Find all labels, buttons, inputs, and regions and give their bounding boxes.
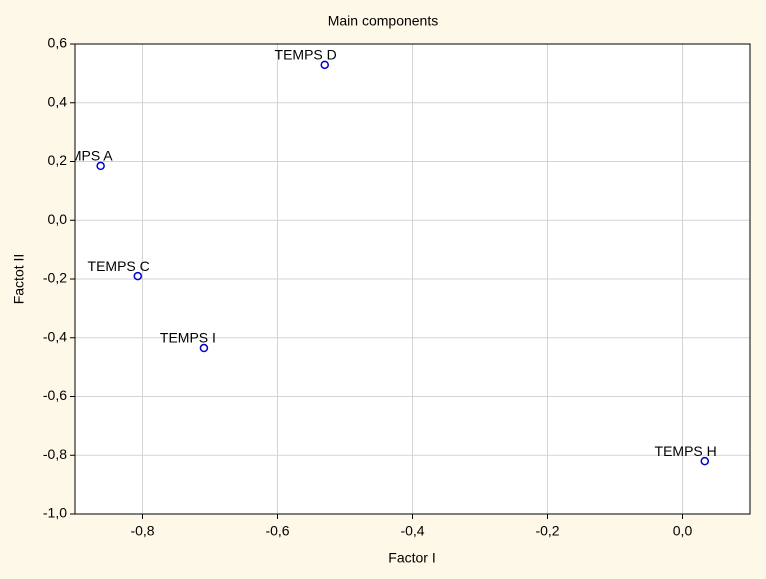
y-tick-label: -1,0 xyxy=(43,505,67,521)
point-label: TEMPS H xyxy=(655,443,717,459)
x-tick-label: -0,4 xyxy=(400,523,424,539)
x-tick-label: -0,6 xyxy=(265,523,289,539)
x-tick-label: -0,2 xyxy=(535,523,559,539)
y-tick-label: -0,8 xyxy=(43,446,67,462)
point xyxy=(320,60,329,70)
y-tick-label: 0,0 xyxy=(48,211,68,227)
grid xyxy=(75,43,750,515)
points: TEMPS A TEMPS D TEMPS C TEMPS I TEMPS H xyxy=(52,47,717,466)
point-label: TEMPS A xyxy=(52,148,113,164)
chart-title: Main components xyxy=(328,13,439,29)
y-tick-label: 0,2 xyxy=(48,152,68,168)
point xyxy=(199,343,209,353)
point xyxy=(96,161,105,171)
x-axis-label: Factor I xyxy=(388,550,435,566)
x-tick-label: 0,0 xyxy=(673,523,693,539)
y-tick-label: 0,6 xyxy=(48,35,68,51)
y-tick-label: -0,4 xyxy=(43,328,67,344)
y-axis-label: Factot II xyxy=(11,254,27,305)
point xyxy=(700,456,710,466)
point-label: TEMPS I xyxy=(160,330,216,346)
point xyxy=(133,271,143,281)
x-tick-label: -0,8 xyxy=(130,523,154,539)
y-tick-label: -0,6 xyxy=(43,387,67,403)
point-label: TEMPS C xyxy=(88,258,150,274)
y-tick-label: 0,4 xyxy=(48,93,68,109)
y-tick-label: -0,2 xyxy=(43,270,67,286)
point-label: TEMPS D xyxy=(275,47,337,63)
